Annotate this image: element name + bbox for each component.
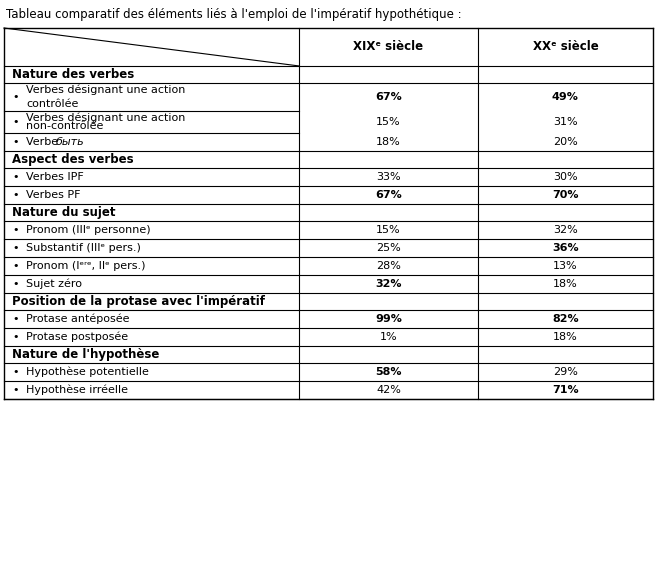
Text: •: • [12,367,19,377]
Text: 20%: 20% [553,137,578,147]
Text: non-contrôlée: non-contrôlée [26,121,103,131]
Text: Pronom (IIIᵉ personne): Pronom (IIIᵉ personne) [26,225,150,235]
Text: 18%: 18% [553,279,578,289]
Text: 67%: 67% [375,92,402,102]
Text: 31%: 31% [553,117,578,127]
Text: 33%: 33% [376,172,401,182]
Text: Nature des verbes: Nature des verbes [12,68,134,81]
Text: •: • [12,385,19,395]
Text: Nature de l'hypothèse: Nature de l'hypothèse [12,348,160,361]
Text: Nature du sujet: Nature du sujet [12,206,116,219]
Text: Pronom (Iᵉʳᵉ, IIᵉ pers.): Pronom (Iᵉʳᵉ, IIᵉ pers.) [26,261,145,271]
Text: Hypothèse potentielle: Hypothèse potentielle [26,367,149,377]
Text: •: • [12,314,19,324]
Text: Position de la protase avec l'impératif: Position de la protase avec l'impératif [12,295,265,308]
Text: 36%: 36% [552,243,579,253]
Text: 58%: 58% [375,367,402,377]
Text: Verbes désignant une action: Verbes désignant une action [26,113,185,123]
Text: 30%: 30% [553,172,578,182]
Text: 70%: 70% [552,190,579,200]
Text: Hypothèse irréelle: Hypothèse irréelle [26,385,128,395]
Text: Substantif (IIIᵉ pers.): Substantif (IIIᵉ pers.) [26,243,141,253]
Text: Tableau comparatif des éléments liés à l'emploi de l'impératif hypothétique :: Tableau comparatif des éléments liés à l… [6,8,462,21]
Text: •: • [12,261,19,271]
Text: 99%: 99% [375,314,402,324]
Text: Verbes désignant une action: Verbes désignant une action [26,85,185,95]
Text: Aspect des verbes: Aspect des verbes [12,153,133,166]
Text: •: • [12,279,19,289]
Text: 42%: 42% [376,385,401,395]
Text: 18%: 18% [553,332,578,342]
Text: 28%: 28% [376,261,401,271]
Text: 15%: 15% [376,117,401,127]
Text: •: • [12,172,19,182]
Text: Verbes IPF: Verbes IPF [26,172,83,182]
Text: •: • [12,225,19,235]
Text: •: • [12,243,19,253]
Text: Protase antéposée: Protase antéposée [26,314,129,324]
Text: 15%: 15% [376,225,401,235]
Text: 32%: 32% [375,279,402,289]
Text: 29%: 29% [553,367,578,377]
Text: XXᵉ siècle: XXᵉ siècle [533,40,599,53]
Text: •: • [12,137,19,147]
Text: Protase postposée: Protase postposée [26,332,128,342]
Text: 71%: 71% [552,385,579,395]
Text: 49%: 49% [552,92,579,102]
Text: •: • [12,92,19,102]
Text: 25%: 25% [376,243,401,253]
Text: 18%: 18% [376,137,401,147]
Text: 1%: 1% [380,332,397,342]
Text: Sujet zéro: Sujet zéro [26,279,82,289]
Text: Verbes PF: Verbes PF [26,190,81,200]
Text: XIXᵉ siècle: XIXᵉ siècle [353,40,424,53]
Text: 82%: 82% [552,314,579,324]
Text: быть: быть [56,137,85,147]
Text: •: • [12,332,19,342]
Text: 67%: 67% [375,190,402,200]
Text: •: • [12,117,19,127]
Text: contrôlée: contrôlée [26,99,78,109]
Text: •: • [12,190,19,200]
Text: 32%: 32% [553,225,578,235]
Text: Verbe: Verbe [26,137,62,147]
Text: 13%: 13% [553,261,578,271]
